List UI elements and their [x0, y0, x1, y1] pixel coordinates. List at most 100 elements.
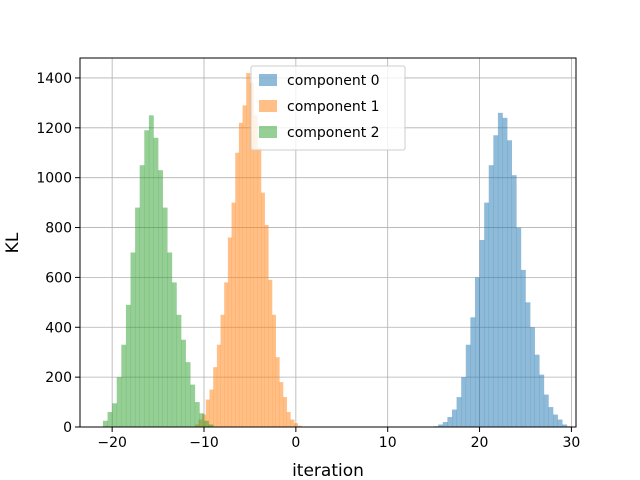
histogram-bar — [493, 135, 499, 428]
legend-swatch — [259, 126, 277, 138]
histogram-bar — [213, 367, 218, 427]
histogram-bar — [286, 412, 291, 427]
histogram-bar — [144, 130, 150, 427]
histogram-bar — [121, 344, 127, 427]
histogram-bar — [442, 422, 448, 427]
histogram-bar — [268, 279, 273, 427]
histogram-bar — [282, 397, 287, 427]
histogram-bar — [465, 344, 471, 427]
legend-label: component 0 — [287, 73, 380, 89]
legend-swatch — [259, 74, 277, 86]
series-0-bars — [433, 112, 572, 428]
histogram-bars — [102, 72, 572, 428]
histogram-bar — [502, 117, 508, 428]
histogram-bar — [148, 115, 154, 427]
histogram-bar — [190, 384, 196, 427]
y-tick-label: 400 — [45, 320, 72, 336]
series-1-bars — [194, 72, 302, 428]
histogram-bar — [231, 202, 236, 427]
plot-frame — [79, 57, 577, 428]
histogram-bar — [125, 304, 131, 427]
histogram-bar — [139, 165, 145, 427]
histogram-bar — [461, 377, 467, 427]
histogram-bar — [135, 207, 141, 427]
legend-label: component 1 — [287, 99, 380, 115]
histogram-bar — [209, 389, 214, 427]
histogram-bar — [294, 423, 298, 427]
histogram-bar — [107, 412, 113, 427]
histogram-bar — [102, 420, 108, 427]
x-tick-label: −10 — [189, 435, 219, 451]
y-tick-label: 0 — [63, 420, 72, 436]
histogram-bar — [271, 314, 276, 427]
histogram-bar — [447, 417, 453, 427]
histogram-bar — [474, 277, 480, 427]
histogram-bar — [130, 252, 136, 427]
histogram-bar — [162, 207, 168, 427]
histogram-bar — [253, 115, 258, 427]
histogram-bar — [438, 424, 444, 427]
histogram-bar — [297, 425, 302, 427]
histogram-bar — [484, 202, 490, 427]
histogram-bar — [548, 407, 554, 427]
legend-label: component 2 — [287, 125, 380, 141]
histogram-bar — [204, 420, 209, 427]
histogram-bar — [227, 237, 232, 427]
legend-box — [250, 65, 406, 151]
histogram-bar — [534, 354, 540, 427]
histogram-bar — [516, 227, 522, 427]
series-2-bars — [102, 115, 214, 427]
histogram-bar — [539, 374, 545, 427]
histogram-bar — [216, 344, 221, 427]
histogram-bar — [488, 165, 494, 427]
histogram-bar — [497, 112, 503, 427]
y-tick-label: 200 — [45, 370, 72, 386]
histogram-bar — [208, 424, 214, 427]
histogram-bar — [153, 137, 159, 427]
histogram-bar — [181, 339, 186, 427]
histogram-bar — [543, 394, 549, 427]
histogram-bar — [553, 414, 558, 427]
histogram-bar — [220, 314, 225, 427]
y-tick-label: 800 — [45, 221, 72, 237]
histogram-bar — [507, 140, 513, 427]
histogram-bar — [290, 419, 295, 427]
histogram-bar — [116, 377, 122, 427]
histogram-bar — [257, 147, 262, 427]
histogram-bar — [112, 403, 118, 427]
x-tick-label: 10 — [379, 435, 397, 451]
histogram-bar — [525, 302, 531, 427]
histogram-bar — [205, 399, 210, 427]
histogram-bar — [242, 105, 247, 428]
histogram-bar — [479, 240, 485, 427]
histogram-bar — [185, 362, 191, 427]
histogram-bar — [235, 152, 240, 428]
histogram-bar — [246, 72, 251, 427]
histogram-bar — [238, 122, 243, 427]
histogram-bar — [194, 402, 200, 427]
histogram-bar — [167, 252, 173, 427]
histogram-bar — [520, 269, 526, 427]
y-axis: 0 200 400 600 800 1000 1200 1400 — [36, 71, 80, 436]
histogram-bar — [530, 327, 535, 427]
y-tick-label: 600 — [45, 270, 72, 286]
histogram-bar — [249, 82, 254, 427]
x-tick-label: 30 — [562, 435, 580, 451]
histogram-bar — [562, 424, 568, 427]
histogram-bar — [158, 170, 163, 427]
x-axis-title: iteration — [292, 461, 364, 480]
x-tick-label: 20 — [471, 435, 489, 451]
histogram-bar — [557, 419, 563, 427]
histogram-bar — [279, 382, 284, 427]
histogram-bar — [224, 282, 229, 427]
x-axis: −20 −10 0 10 20 30 — [97, 427, 580, 451]
y-tick-label: 1000 — [36, 171, 72, 187]
histogram-bar — [199, 413, 205, 427]
legend-swatch — [259, 100, 277, 112]
histogram-bar — [511, 175, 517, 427]
y-axis-title: KL — [3, 232, 23, 253]
histogram-bar — [456, 397, 462, 427]
y-tick-label: 1400 — [36, 71, 72, 87]
histogram-bar — [452, 409, 457, 427]
